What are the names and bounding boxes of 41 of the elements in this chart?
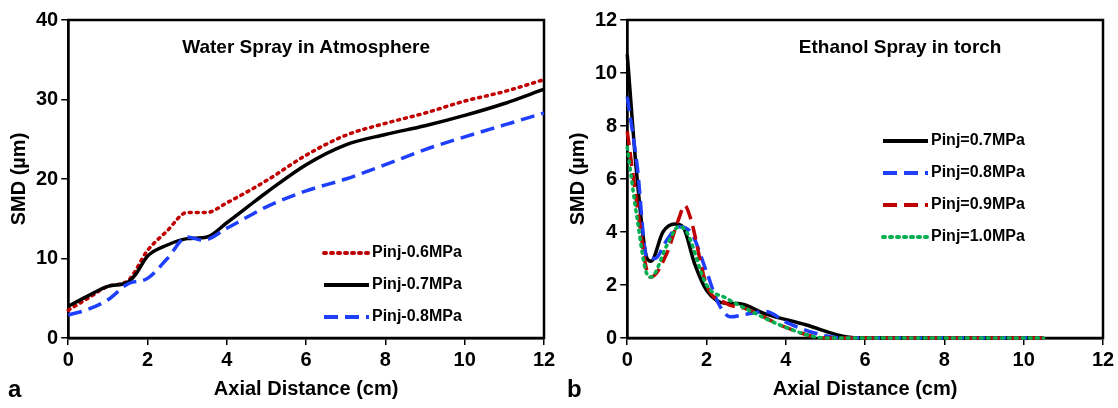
x-tick-label: 2 [141,347,154,370]
x-tick-label: 6 [300,347,312,370]
y-axis-title: SMD (µm) [6,132,29,226]
y-tick-label: 0 [606,325,618,348]
y-tick-label: 12 [595,7,618,30]
x-tick-label: 6 [859,347,871,370]
y-tick-label: 2 [606,272,618,295]
x-tick-label: 4 [221,347,234,370]
legend-label: Pinj-0.7MPa [372,275,462,293]
y-tick-label: 30 [36,87,59,110]
x-tick-label: 2 [700,347,713,370]
legend-label: Pinj-0.8MPa [372,307,462,325]
text: a [8,374,22,402]
x-tick-label: 8 [379,347,391,370]
x-axis-title: Axial Distance (cm) [213,376,399,399]
x-tick-label: 10 [1012,347,1035,370]
x-tick-label: 12 [532,347,556,370]
legend-label: Pinj=1.0MPa [931,227,1025,245]
text: Water Spray in Atmosphere [182,35,431,57]
x-tick-label: 0 [621,347,633,370]
legend-label: Pinj=0.8MPa [931,163,1025,181]
y-tick-label: 10 [595,60,618,83]
x-tick-label: 10 [453,347,476,370]
x-tick-label: 4 [780,347,793,370]
y-tick-label: 40 [36,7,59,30]
x-tick-label: 0 [62,347,74,370]
y-tick-label: 8 [606,113,618,136]
text: b [567,374,582,402]
legend-label: Pinj=0.9MPa [931,195,1025,213]
y-tick-label: 6 [606,166,618,189]
y-tick-label: 10 [36,246,59,269]
text: Ethanol Spray in torch [798,35,1002,57]
y-axis-title: SMD (µm) [565,132,588,226]
x-tick-label: 12 [1091,347,1115,370]
legend-label: Pinj-0.6MPa [372,243,462,261]
y-tick-label: 4 [606,219,619,242]
legend-label: Pinj=0.7MPa [931,131,1025,149]
y-tick-label: 0 [47,325,59,348]
x-axis-title: Axial Distance (cm) [772,376,958,399]
y-tick-label: 20 [36,166,59,189]
x-tick-label: 8 [938,347,950,370]
